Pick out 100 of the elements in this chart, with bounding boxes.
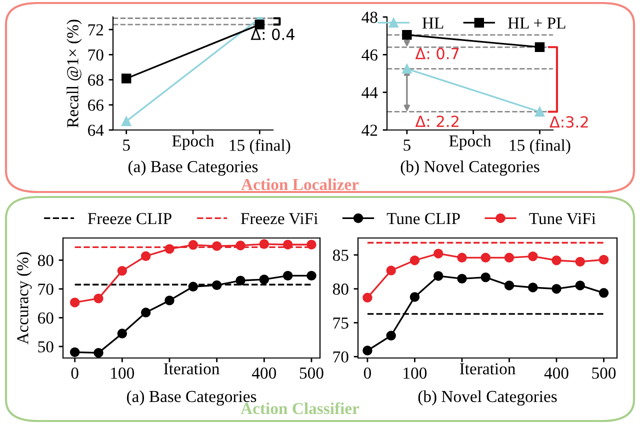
point: [504, 252, 514, 263]
y-tick-label: 72: [88, 24, 104, 36]
x-tick-label: 400: [252, 368, 276, 379]
point: [402, 30, 412, 40]
x-tick-label: 100: [404, 368, 427, 379]
text: (a) Base Categories: [128, 160, 258, 176]
y-tick-label: 80: [332, 284, 348, 295]
point: [480, 272, 490, 282]
point: [254, 20, 265, 30]
point: [164, 244, 174, 254]
point: [259, 274, 270, 284]
point: [457, 252, 467, 263]
point: [306, 270, 316, 281]
y-tick-label: 70: [38, 284, 54, 295]
y-tick-label: 66: [88, 100, 104, 111]
point: [534, 106, 545, 117]
x-tick-label: 15 (final): [230, 139, 290, 154]
point: [188, 282, 198, 292]
point: [140, 251, 151, 261]
point: [433, 271, 444, 281]
x-axis-title: Iteration: [460, 363, 516, 374]
point: [140, 308, 151, 318]
point: [164, 296, 174, 306]
x-tick-label: 500: [300, 368, 324, 379]
y-tick-label: 46: [362, 49, 378, 61]
x-tick-label: 5: [123, 140, 130, 151]
annotation: Δ: 2.2: [415, 116, 458, 127]
y-tick-label: 85: [332, 250, 348, 261]
x-tick-label: 0: [71, 368, 78, 379]
text: Action Localizer: [241, 178, 359, 190]
point: [117, 266, 128, 276]
y-tick-label: 68: [88, 74, 104, 86]
point: [552, 284, 562, 294]
point: [121, 116, 132, 126]
point: [121, 74, 132, 84]
point: [457, 274, 467, 284]
point: [236, 276, 246, 286]
annotation: Δ: 0.7: [415, 48, 459, 60]
point: [282, 240, 293, 250]
y-tick-label: 44: [362, 87, 378, 98]
y-tick-label: 48: [362, 12, 378, 23]
legend-label: Tune ViFi: [529, 213, 596, 224]
point: [410, 256, 420, 266]
y-tick-label: 75: [333, 318, 348, 329]
legend-label: HL: [422, 18, 444, 29]
y-tick-label: 70: [88, 49, 104, 61]
x-axis-title: Epoch: [172, 134, 214, 150]
point: [534, 42, 545, 52]
x-tick-label: 5: [404, 140, 410, 151]
text: (b) Novel Categories: [400, 160, 540, 176]
point: [236, 240, 246, 250]
point: [212, 280, 222, 290]
y-tick-label: 70: [333, 351, 348, 363]
point: [528, 282, 538, 292]
point: [362, 292, 372, 303]
x-tick-label: 400: [544, 368, 568, 379]
point: [386, 266, 396, 276]
x-tick-label: 100: [111, 368, 134, 379]
y-tick-label: 60: [38, 312, 54, 324]
point: [386, 330, 396, 340]
point: [188, 240, 198, 250]
annotation: Δ: 0.4: [250, 28, 294, 40]
point: [94, 348, 104, 358]
point: [410, 292, 420, 302]
point: [94, 294, 104, 304]
point: [402, 64, 412, 74]
y-axis-title: Accuracy (%): [16, 252, 32, 344]
point: [282, 270, 293, 281]
point: [598, 288, 609, 298]
x-tick-label: 0: [364, 368, 371, 379]
legend-label: Freeze ViFi: [240, 213, 318, 224]
x-tick-label: 15 (final): [510, 139, 570, 154]
y-tick-label: 80: [38, 254, 54, 266]
point: [362, 346, 372, 356]
point: [117, 328, 128, 338]
point: [433, 248, 444, 258]
point: [480, 252, 490, 263]
x-axis-title: Epoch: [449, 134, 492, 150]
point: [575, 256, 585, 267]
x-axis-title: Iteration: [164, 363, 220, 374]
point: [575, 280, 585, 290]
text: (b) Novel Categories: [418, 390, 557, 406]
point: [528, 251, 538, 262]
point: [212, 241, 222, 251]
x-tick-label: 500: [592, 368, 616, 379]
legend-label: Freeze CLIP: [88, 213, 172, 224]
legend-label: Tune CLIP: [386, 213, 460, 224]
point: [552, 256, 562, 266]
y-tick-label: 50: [38, 341, 54, 352]
legend-label: HL + PL: [508, 18, 566, 29]
annotation: Δ:3.2: [550, 116, 588, 128]
y-tick-label: 64: [88, 124, 104, 136]
point: [504, 280, 514, 290]
point: [259, 239, 270, 249]
point: [598, 254, 609, 265]
point: [70, 347, 80, 358]
point: [70, 298, 80, 308]
y-axis-title: Recall @1× (%): [66, 20, 82, 128]
point: [306, 240, 316, 250]
y-tick-label: 42: [362, 124, 378, 136]
